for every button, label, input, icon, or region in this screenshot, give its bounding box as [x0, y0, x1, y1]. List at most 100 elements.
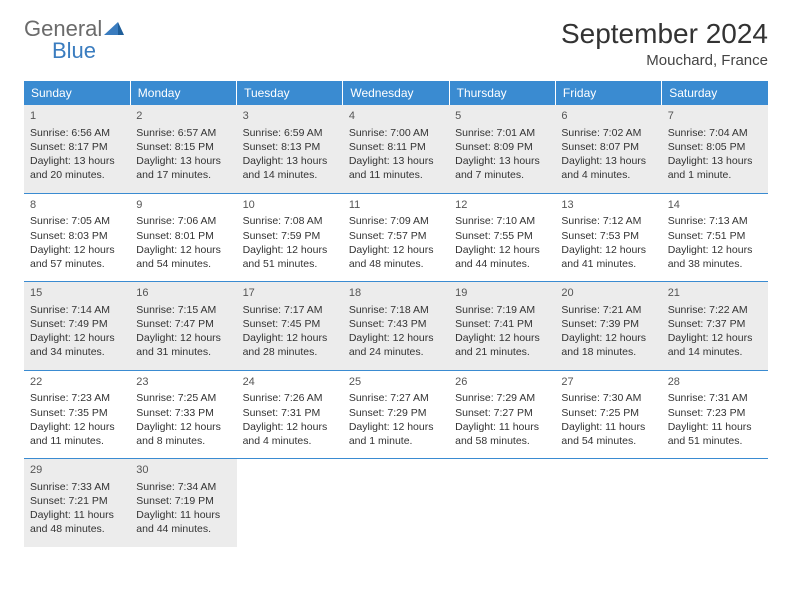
day-number: 8	[30, 198, 124, 213]
day-number: 4	[349, 109, 443, 124]
day-cell-30: 30Sunrise: 7:34 AMSunset: 7:19 PMDayligh…	[130, 459, 236, 547]
week-row: 22Sunrise: 7:23 AMSunset: 7:35 PMDayligh…	[24, 370, 768, 459]
daylight-line: Daylight: 13 hours and 1 minute.	[668, 154, 762, 182]
day-number: 9	[136, 198, 230, 213]
day-number: 26	[455, 375, 549, 390]
daylight-line: Daylight: 12 hours and 18 minutes.	[561, 331, 655, 359]
daylight-line: Daylight: 13 hours and 14 minutes.	[243, 154, 337, 182]
day-number: 13	[561, 198, 655, 213]
day-number: 28	[668, 375, 762, 390]
day-number: 18	[349, 286, 443, 301]
sunset-line: Sunset: 8:15 PM	[136, 140, 230, 154]
day-cell-1: 1Sunrise: 6:56 AMSunset: 8:17 PMDaylight…	[24, 105, 130, 193]
day-header-thursday: Thursday	[449, 81, 555, 105]
day-number: 2	[136, 109, 230, 124]
daylight-line: Daylight: 12 hours and 14 minutes.	[668, 331, 762, 359]
header: General Blue September 2024 Mouchard, Fr…	[24, 18, 768, 69]
sunset-line: Sunset: 7:47 PM	[136, 317, 230, 331]
sunset-line: Sunset: 7:55 PM	[455, 229, 549, 243]
daylight-line: Daylight: 12 hours and 54 minutes.	[136, 243, 230, 271]
day-number: 30	[136, 463, 230, 478]
day-cell-23: 23Sunrise: 7:25 AMSunset: 7:33 PMDayligh…	[130, 370, 236, 459]
day-number: 23	[136, 375, 230, 390]
sunset-line: Sunset: 7:25 PM	[561, 406, 655, 420]
sunset-line: Sunset: 7:37 PM	[668, 317, 762, 331]
day-number: 17	[243, 286, 337, 301]
daylight-line: Daylight: 12 hours and 1 minute.	[349, 420, 443, 448]
sunrise-line: Sunrise: 7:27 AM	[349, 391, 443, 405]
sunset-line: Sunset: 7:43 PM	[349, 317, 443, 331]
sunset-line: Sunset: 7:27 PM	[455, 406, 549, 420]
day-number: 27	[561, 375, 655, 390]
daylight-line: Daylight: 12 hours and 44 minutes.	[455, 243, 549, 271]
empty-cell	[662, 459, 768, 547]
sunset-line: Sunset: 8:13 PM	[243, 140, 337, 154]
daylight-line: Daylight: 12 hours and 38 minutes.	[668, 243, 762, 271]
sunset-line: Sunset: 7:49 PM	[30, 317, 124, 331]
day-cell-20: 20Sunrise: 7:21 AMSunset: 7:39 PMDayligh…	[555, 282, 661, 371]
daylight-line: Daylight: 12 hours and 31 minutes.	[136, 331, 230, 359]
sunrise-line: Sunrise: 7:09 AM	[349, 214, 443, 228]
day-cell-7: 7Sunrise: 7:04 AMSunset: 8:05 PMDaylight…	[662, 105, 768, 193]
day-cell-10: 10Sunrise: 7:08 AMSunset: 7:59 PMDayligh…	[237, 193, 343, 282]
month-title: September 2024	[561, 18, 768, 50]
sunrise-line: Sunrise: 7:00 AM	[349, 126, 443, 140]
week-row: 15Sunrise: 7:14 AMSunset: 7:49 PMDayligh…	[24, 282, 768, 371]
sail-icon	[104, 18, 124, 40]
sunrise-line: Sunrise: 7:12 AM	[561, 214, 655, 228]
daylight-line: Daylight: 12 hours and 34 minutes.	[30, 331, 124, 359]
sunrise-line: Sunrise: 6:59 AM	[243, 126, 337, 140]
day-cell-22: 22Sunrise: 7:23 AMSunset: 7:35 PMDayligh…	[24, 370, 130, 459]
sunrise-line: Sunrise: 7:30 AM	[561, 391, 655, 405]
sunset-line: Sunset: 7:39 PM	[561, 317, 655, 331]
daylight-line: Daylight: 12 hours and 48 minutes.	[349, 243, 443, 271]
daylight-line: Daylight: 13 hours and 11 minutes.	[349, 154, 443, 182]
day-header-row: SundayMondayTuesdayWednesdayThursdayFrid…	[24, 81, 768, 105]
sunrise-line: Sunrise: 7:06 AM	[136, 214, 230, 228]
daylight-line: Daylight: 11 hours and 54 minutes.	[561, 420, 655, 448]
sunrise-line: Sunrise: 7:05 AM	[30, 214, 124, 228]
day-cell-13: 13Sunrise: 7:12 AMSunset: 7:53 PMDayligh…	[555, 193, 661, 282]
empty-cell	[237, 459, 343, 547]
week-row: 1Sunrise: 6:56 AMSunset: 8:17 PMDaylight…	[24, 105, 768, 193]
sunset-line: Sunset: 7:31 PM	[243, 406, 337, 420]
daylight-line: Daylight: 12 hours and 11 minutes.	[30, 420, 124, 448]
day-cell-2: 2Sunrise: 6:57 AMSunset: 8:15 PMDaylight…	[130, 105, 236, 193]
daylight-line: Daylight: 11 hours and 48 minutes.	[30, 508, 124, 536]
sunset-line: Sunset: 7:33 PM	[136, 406, 230, 420]
week-row: 8Sunrise: 7:05 AMSunset: 8:03 PM Daylight…	[24, 193, 768, 282]
day-cell-14: 14Sunrise: 7:13 AMSunset: 7:51 PMDayligh…	[662, 193, 768, 282]
sunset-line: Sunset: 8:07 PM	[561, 140, 655, 154]
day-number: 16	[136, 286, 230, 301]
day-cell-11: 11Sunrise: 7:09 AMSunset: 7:57 PMDayligh…	[343, 193, 449, 282]
day-header-sunday: Sunday	[24, 81, 130, 105]
day-cell-12: 12Sunrise: 7:10 AMSunset: 7:55 PMDayligh…	[449, 193, 555, 282]
day-header-saturday: Saturday	[662, 81, 768, 105]
day-number: 12	[455, 198, 549, 213]
day-number: 22	[30, 375, 124, 390]
calendar-head: SundayMondayTuesdayWednesdayThursdayFrid…	[24, 81, 768, 105]
day-cell-17: 17Sunrise: 7:17 AMSunset: 7:45 PMDayligh…	[237, 282, 343, 371]
daylight-line: Daylight: 12 hours and 51 minutes.	[243, 243, 337, 271]
daylight-line: Daylight: 11 hours and 44 minutes.	[136, 508, 230, 536]
day-number: 3	[243, 109, 337, 124]
empty-cell	[343, 459, 449, 547]
day-cell-18: 18Sunrise: 7:18 AMSunset: 7:43 PMDayligh…	[343, 282, 449, 371]
day-cell-29: 29Sunrise: 7:33 AMSunset: 7:21 PMDayligh…	[24, 459, 130, 547]
day-number: 1	[30, 109, 124, 124]
daylight-line: Daylight: 11 hours and 58 minutes.	[455, 420, 549, 448]
sunset-line: Sunset: 8:03 PM	[30, 229, 124, 243]
day-number: 5	[455, 109, 549, 124]
daylight-line: Daylight: 12 hours and 4 minutes.	[243, 420, 337, 448]
sunrise-line: Sunrise: 7:25 AM	[136, 391, 230, 405]
day-cell-4: 4Sunrise: 7:00 AMSunset: 8:11 PMDaylight…	[343, 105, 449, 193]
day-number: 11	[349, 198, 443, 213]
day-header-friday: Friday	[555, 81, 661, 105]
daylight-line: Daylight: 13 hours and 17 minutes.	[136, 154, 230, 182]
sunset-line: Sunset: 7:53 PM	[561, 229, 655, 243]
sunrise-line: Sunrise: 7:14 AM	[30, 303, 124, 317]
day-number: 14	[668, 198, 762, 213]
sunrise-line: Sunrise: 7:23 AM	[30, 391, 124, 405]
day-cell-6: 6Sunrise: 7:02 AMSunset: 8:07 PMDaylight…	[555, 105, 661, 193]
daylight-line: Daylight: 11 hours and 51 minutes.	[668, 420, 762, 448]
